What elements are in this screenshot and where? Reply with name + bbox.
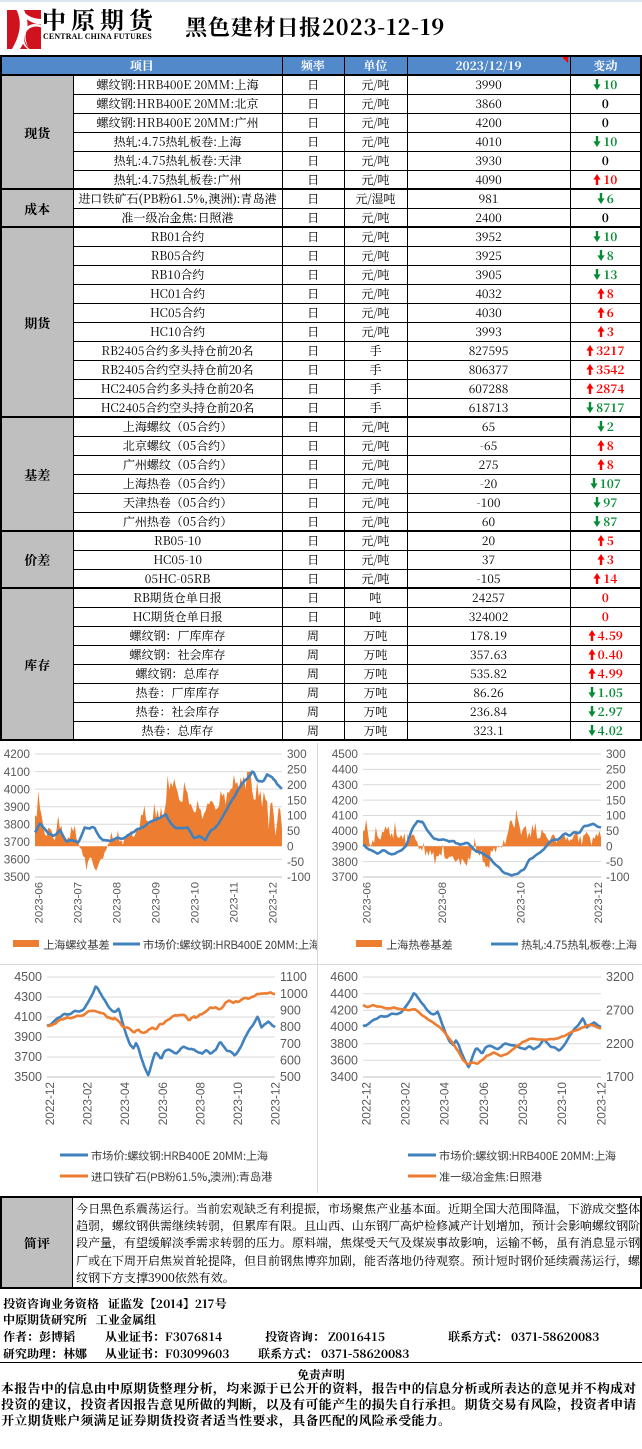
svg-text:2023-02: 2023-02 [81,1082,95,1125]
svg-text:4000: 4000 [330,1020,358,1034]
svg-text:3600: 3600 [330,1054,358,1068]
svg-text:3700: 3700 [4,835,31,849]
svg-text:2023-02: 2023-02 [399,1082,413,1125]
svg-text:4000: 4000 [332,824,359,838]
svg-text:-100: -100 [606,870,630,884]
svg-text:50: 50 [606,824,620,838]
svg-text:市场价:螺纹钢:HRB400E 20MM:上海: 市场价:螺纹钢:HRB400E 20MM:上海 [91,1148,268,1164]
svg-text:-100: -100 [287,870,311,884]
svg-text:900: 900 [280,1004,301,1018]
svg-text:300: 300 [287,747,307,761]
svg-text:4400: 4400 [330,987,358,1001]
svg-text:2022-12: 2022-12 [359,1082,373,1125]
svg-text:2023-08: 2023-08 [516,1082,530,1126]
svg-text:3800: 3800 [330,1037,358,1051]
svg-text:4500: 4500 [14,970,42,984]
svg-text:0: 0 [606,840,613,854]
svg-text:3200: 3200 [606,970,634,984]
svg-text:2023-10: 2023-10 [555,1082,569,1126]
svg-text:2023-08: 2023-08 [112,882,124,923]
svg-text:进口铁矿石(PB粉61.5%,澳洲):青岛港: 进口铁矿石(PB粉61.5%,澳洲):青岛港 [91,1169,273,1185]
svg-text:市场价:螺纹钢:HRB400E 20MM:上海: 市场价:螺纹钢:HRB400E 20MM:上海 [143,937,317,953]
svg-text:3800: 3800 [4,818,31,832]
svg-text:2023-10: 2023-10 [231,1082,245,1126]
svg-text:2700: 2700 [606,1004,634,1018]
svg-text:2023-04: 2023-04 [438,1082,452,1126]
svg-text:200: 200 [606,778,626,792]
svg-text:1700: 1700 [606,1070,634,1084]
svg-text:4600: 4600 [330,970,358,984]
svg-text:准一级冶金焦:日照港: 准一级冶金焦:日照港 [439,1169,543,1185]
svg-text:4100: 4100 [4,765,31,779]
svg-text:200: 200 [287,778,307,792]
svg-text:2023-12: 2023-12 [594,1082,608,1125]
svg-text:500: 500 [280,1070,301,1084]
svg-text:2023-12: 2023-12 [268,1082,282,1125]
svg-text:600: 600 [280,1054,301,1068]
svg-text:4100: 4100 [332,809,359,823]
svg-text:2023-12: 2023-12 [268,882,280,923]
svg-text:2023-11: 2023-11 [229,882,241,923]
svg-text:2023-06: 2023-06 [156,1082,170,1126]
svg-text:2023-04: 2023-04 [118,1082,132,1126]
svg-text:2023-06: 2023-06 [477,1082,491,1126]
svg-text:0: 0 [287,840,294,854]
svg-text:800: 800 [280,1020,301,1034]
svg-text:4000: 4000 [4,782,31,796]
svg-text:-50: -50 [287,855,304,869]
svg-text:4200: 4200 [4,747,31,761]
svg-text:-50: -50 [606,855,623,869]
svg-text:150: 150 [287,793,307,807]
svg-text:4500: 4500 [332,747,359,761]
svg-text:4300: 4300 [14,990,42,1004]
svg-text:4400: 4400 [332,763,359,777]
svg-text:2023-08: 2023-08 [437,882,449,923]
svg-text:100: 100 [287,809,307,823]
svg-text:2023-06: 2023-06 [361,882,373,923]
svg-text:3900: 3900 [14,1030,42,1044]
svg-text:上海螺纹基差: 上海螺纹基差 [43,937,110,953]
svg-text:4200: 4200 [330,1004,358,1018]
svg-text:2023-10: 2023-10 [516,882,528,923]
svg-text:3500: 3500 [4,870,31,884]
svg-text:250: 250 [606,763,626,777]
svg-text:2023-07: 2023-07 [73,882,85,923]
svg-text:2200: 2200 [606,1037,634,1051]
svg-text:3900: 3900 [4,800,31,814]
svg-text:2023-08: 2023-08 [193,1082,207,1126]
svg-text:300: 300 [606,747,626,761]
svg-text:2023-12: 2023-12 [593,882,605,923]
svg-text:3500: 3500 [14,1070,42,1084]
svg-text:3700: 3700 [14,1050,42,1064]
svg-text:3400: 3400 [330,1070,358,1084]
svg-text:2022-12: 2022-12 [43,1082,57,1125]
svg-text:250: 250 [287,763,307,777]
svg-text:4100: 4100 [14,1010,42,1024]
svg-text:4300: 4300 [332,778,359,792]
svg-text:700: 700 [280,1037,301,1051]
svg-text:150: 150 [606,793,626,807]
svg-text:3600: 3600 [4,853,31,867]
svg-text:上海热卷基差: 上海热卷基差 [386,937,453,953]
svg-text:2023-06: 2023-06 [34,882,46,923]
svg-text:100: 100 [606,809,626,823]
svg-text:50: 50 [287,824,301,838]
svg-text:3700: 3700 [332,870,359,884]
svg-text:热轧:4.75热轧板卷:上海: 热轧:4.75热轧板卷:上海 [521,937,637,953]
svg-text:3900: 3900 [332,840,359,854]
svg-text:4200: 4200 [332,793,359,807]
svg-text:1000: 1000 [280,987,308,1001]
svg-text:2023-10: 2023-10 [190,882,202,923]
svg-text:2023-09: 2023-09 [151,882,163,923]
svg-text:1100: 1100 [280,970,307,984]
svg-text:3800: 3800 [332,855,359,869]
svg-text:市场价:螺纹钢:HRB400E 20MM:上海: 市场价:螺纹钢:HRB400E 20MM:上海 [439,1148,616,1164]
